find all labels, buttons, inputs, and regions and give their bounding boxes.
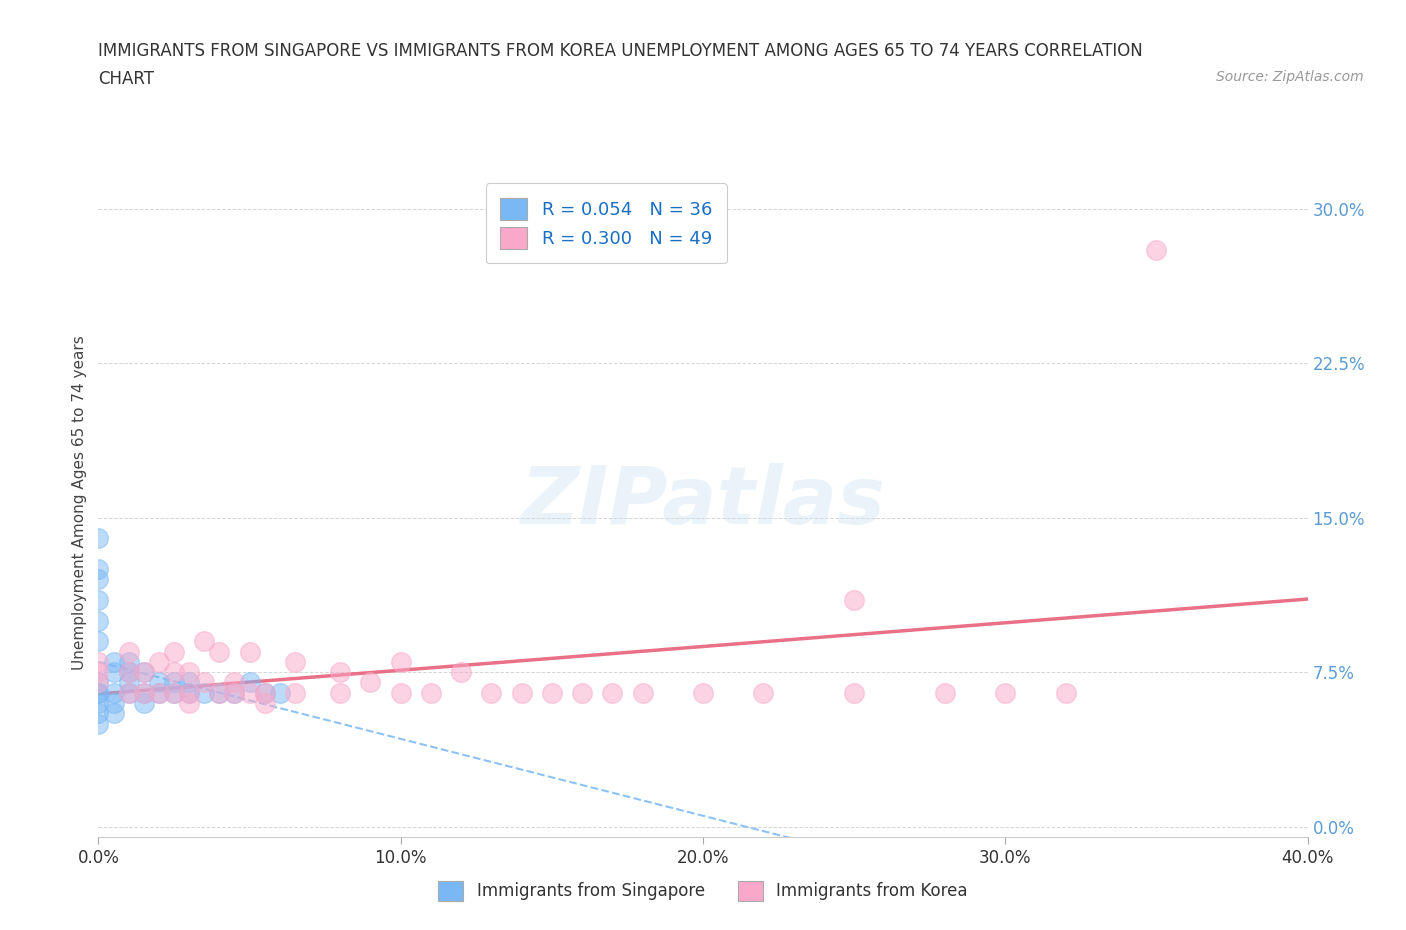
Legend: Immigrants from Singapore, Immigrants from Korea: Immigrants from Singapore, Immigrants fr… <box>432 874 974 908</box>
Point <box>177 696 201 711</box>
Point <box>692 685 714 700</box>
Point <box>224 685 246 700</box>
Point <box>118 665 141 680</box>
Text: Source: ZipAtlas.com: Source: ZipAtlas.com <box>1216 70 1364 84</box>
Point <box>118 685 141 700</box>
Point <box>193 685 215 700</box>
Point <box>87 696 110 711</box>
Point <box>253 696 276 711</box>
Point <box>540 685 562 700</box>
Point <box>602 685 624 700</box>
Point <box>752 685 775 700</box>
Point <box>177 665 201 680</box>
Point <box>239 675 262 690</box>
Point <box>193 675 215 690</box>
Point <box>87 592 110 607</box>
Point <box>103 696 125 711</box>
Point <box>87 562 110 577</box>
Point <box>253 685 276 700</box>
Point <box>193 634 215 649</box>
Point <box>419 685 441 700</box>
Point <box>208 685 231 700</box>
Legend: R = 0.054   N = 36, R = 0.300   N = 49: R = 0.054 N = 36, R = 0.300 N = 49 <box>486 183 727 263</box>
Text: CHART: CHART <box>98 70 155 87</box>
Point <box>510 685 533 700</box>
Point <box>360 675 382 690</box>
Point <box>224 685 246 700</box>
Point <box>571 685 593 700</box>
Point <box>87 675 110 690</box>
Point <box>1144 243 1167 258</box>
Point <box>239 685 262 700</box>
Point <box>631 685 654 700</box>
Point <box>87 531 110 546</box>
Point <box>329 685 352 700</box>
Point <box>269 685 291 700</box>
Point <box>87 613 110 628</box>
Point <box>253 685 276 700</box>
Point <box>103 685 125 700</box>
Point <box>844 685 866 700</box>
Point <box>208 644 231 659</box>
Point <box>87 706 110 721</box>
Point <box>132 665 155 680</box>
Point <box>163 644 186 659</box>
Point <box>132 685 155 700</box>
Text: ZIPatlas: ZIPatlas <box>520 463 886 541</box>
Point <box>177 685 201 700</box>
Point <box>450 665 472 680</box>
Point <box>208 685 231 700</box>
Point <box>87 572 110 587</box>
Point <box>118 665 141 680</box>
Point <box>132 696 155 711</box>
Point <box>132 665 155 680</box>
Point <box>284 655 307 670</box>
Point <box>177 675 201 690</box>
Point <box>389 685 412 700</box>
Point <box>87 655 110 670</box>
Point <box>481 685 503 700</box>
Point <box>87 634 110 649</box>
Point <box>103 655 125 670</box>
Point <box>148 685 170 700</box>
Point <box>118 655 141 670</box>
Point <box>239 644 262 659</box>
Point <box>1054 685 1077 700</box>
Y-axis label: Unemployment Among Ages 65 to 74 years: Unemployment Among Ages 65 to 74 years <box>72 335 87 670</box>
Point <box>118 685 141 700</box>
Point <box>118 644 141 659</box>
Point <box>148 685 170 700</box>
Point <box>934 685 956 700</box>
Point <box>844 592 866 607</box>
Point <box>87 685 110 700</box>
Point <box>284 685 307 700</box>
Point <box>87 685 110 700</box>
Point <box>163 675 186 690</box>
Point <box>148 675 170 690</box>
Point <box>329 665 352 680</box>
Point <box>103 706 125 721</box>
Point <box>163 685 186 700</box>
Point <box>148 655 170 670</box>
Point <box>224 675 246 690</box>
Point <box>87 716 110 731</box>
Point <box>132 685 155 700</box>
Text: IMMIGRANTS FROM SINGAPORE VS IMMIGRANTS FROM KOREA UNEMPLOYMENT AMONG AGES 65 TO: IMMIGRANTS FROM SINGAPORE VS IMMIGRANTS … <box>98 42 1143 60</box>
Point <box>103 665 125 680</box>
Point <box>87 675 110 690</box>
Point <box>87 665 110 680</box>
Point <box>177 685 201 700</box>
Point <box>163 685 186 700</box>
Point <box>118 675 141 690</box>
Point <box>389 655 412 670</box>
Point <box>163 665 186 680</box>
Point <box>994 685 1017 700</box>
